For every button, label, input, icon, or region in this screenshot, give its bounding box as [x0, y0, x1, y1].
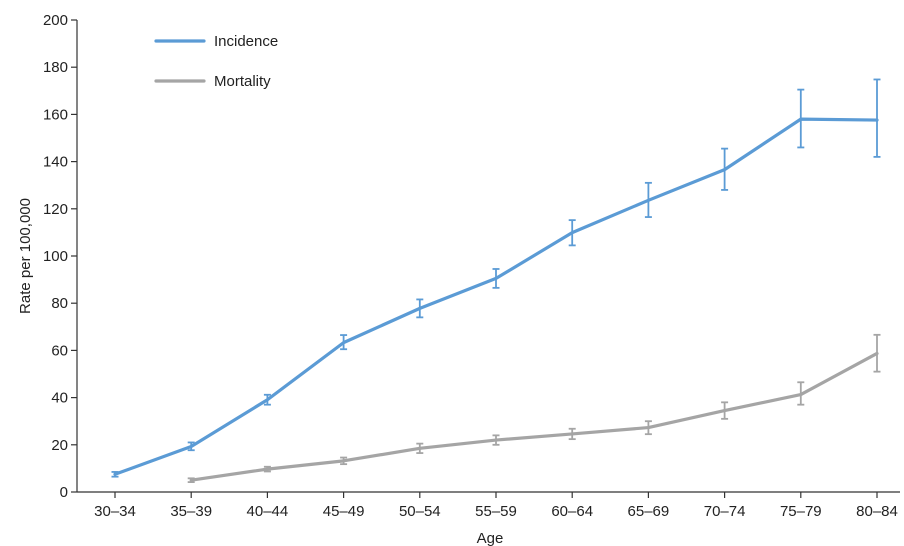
series-layer [111, 78, 881, 483]
x-axis-ticks: 30–34 35–39 40–44 45–49 50–54 55–59 60–64 65–69… [94, 492, 898, 520]
x-tick-label: 70–74 [704, 503, 746, 520]
x-tick-label: 75–79 [780, 503, 822, 520]
incidence-point [190, 445, 193, 448]
x-tick-label: 50–54 [399, 503, 441, 520]
mortality-point [875, 352, 879, 355]
x-tick-label: 45–49 [323, 503, 365, 520]
y-tick-label: 40 [51, 390, 68, 407]
y-tick-label: 160 [43, 106, 68, 123]
mortality-point [190, 479, 193, 482]
incidence-error-bar [873, 78, 881, 158]
mortality-point [266, 467, 269, 471]
x-tick-label: 60–64 [551, 503, 593, 520]
y-tick-label: 20 [51, 437, 68, 454]
y-axis-ticks: 0 20 40 60 80 100 120 140 160 180 200 [43, 12, 77, 501]
x-tick-label: 40–44 [247, 503, 289, 520]
mortality-point [799, 393, 802, 396]
legend: Incidence Mortality [154, 33, 278, 90]
legend-label-incidence: Incidence [214, 33, 278, 50]
y-tick-label: 200 [43, 12, 68, 29]
mortality-point [571, 432, 574, 436]
mortality-line [189, 351, 879, 482]
legend-label-mortality: Mortality [214, 73, 271, 90]
mortality-point [418, 447, 421, 450]
mortality-point [342, 459, 345, 463]
incidence-series [111, 78, 881, 478]
y-tick-label: 120 [43, 201, 68, 218]
y-tick-label: 0 [60, 484, 68, 501]
y-axis-title: Rate per 100,000 [17, 198, 34, 314]
y-tick-label: 80 [51, 295, 68, 312]
incidence-line [113, 117, 879, 476]
incidence-point [494, 277, 498, 280]
x-tick-label: 55–59 [475, 503, 517, 520]
incidence-point [571, 231, 574, 234]
mortality-point [647, 426, 650, 429]
x-tick-label: 65–69 [628, 503, 670, 520]
incidence-point [875, 118, 879, 122]
incidence-point [647, 199, 650, 202]
incidence-point [799, 117, 802, 121]
x-tick-label: 35–39 [170, 503, 212, 520]
incidence-point [723, 168, 726, 171]
y-tick-label: 140 [43, 154, 68, 171]
y-tick-label: 60 [51, 342, 68, 359]
y-tick-label: 100 [43, 248, 68, 265]
mortality-series [187, 333, 881, 483]
legend-item-incidence: Incidence [154, 33, 278, 50]
x-axis-title: Age [477, 530, 504, 546]
mortality-point [494, 438, 498, 442]
y-tick-label: 180 [43, 59, 68, 76]
incidence-point [113, 473, 117, 476]
incidence-point [418, 307, 421, 310]
incidence-point [342, 341, 345, 344]
x-tick-label: 30–34 [94, 503, 136, 520]
mortality-point [723, 409, 726, 412]
legend-item-mortality: Mortality [154, 73, 271, 90]
incidence-point [266, 398, 269, 401]
x-tick-label: 80–84 [856, 503, 898, 520]
